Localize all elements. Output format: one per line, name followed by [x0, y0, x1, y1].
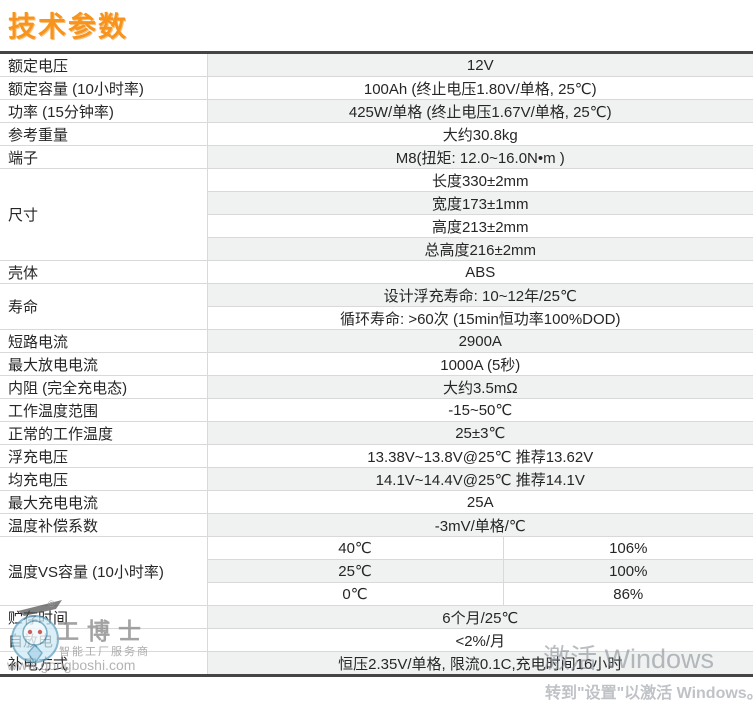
value-power-15min: 425W/单格 (终止电压1.67V/单格, 25℃) [206, 99, 753, 123]
table-row: 高度213±2mm [0, 214, 753, 238]
label-case-material: 壳体 [0, 260, 207, 284]
table-row: 均充电压 14.1V~14.4V@25℃ 推荐14.1V [0, 467, 753, 491]
table-row: 最大放电电流 1000A (5秒) [0, 352, 753, 376]
value-dimension-height: 高度213±2mm [206, 214, 753, 238]
label-temp-compensation: 温度补偿系数 [0, 513, 207, 537]
table-row: 自放电 <2%/月 [0, 628, 753, 652]
value-capacity-at-25c: 100% [502, 559, 753, 583]
value-terminal: M8(扭矩: 12.0~16.0N•m ) [206, 145, 753, 169]
label-terminal: 端子 [0, 145, 207, 169]
table-row: 参考重量 大约30.8kg [0, 122, 753, 146]
value-temp-0c: 0℃ [206, 582, 503, 606]
table-row: 额定电压 12V [0, 52, 753, 77]
table-row: 端子 M8(扭矩: 12.0~16.0N•m ) [0, 145, 753, 169]
label-short-circuit-current: 短路电流 [0, 329, 207, 353]
label-rated-voltage: 额定电压 [0, 52, 207, 77]
value-design-float-life: 设计浮充寿命: 10~12年/25℃ [206, 283, 753, 307]
value-operating-temp-range: -15~50℃ [206, 398, 753, 422]
table-row: 总高度216±2mm [0, 237, 753, 261]
value-internal-resistance: 大约3.5mΩ [206, 375, 753, 399]
table-row: 壳体 ABS [0, 260, 753, 284]
value-max-discharge-current: 1000A (5秒) [206, 352, 753, 376]
value-short-circuit-current: 2900A [206, 329, 753, 353]
spec-table: 额定电压 12V 额定容量 (10小时率) 100Ah (终止电压1.80V/单… [0, 51, 753, 677]
value-capacity-at-0c: 86% [502, 582, 753, 606]
table-row: 宽度173±1mm [0, 191, 753, 215]
table-row: 短路电流 2900A [0, 329, 753, 353]
table-row: 0℃ 86% [0, 582, 753, 606]
value-temp-40c: 40℃ [206, 536, 503, 560]
table-row: 最大充电电流 25A [0, 490, 753, 514]
label-reference-weight: 参考重量 [0, 122, 207, 146]
value-rated-capacity: 100Ah (终止电压1.80V/单格, 25℃) [206, 76, 753, 100]
label-power-15min: 功率 (15分钟率) [0, 99, 207, 123]
value-float-charge-voltage: 13.38V~13.8V@25℃ 推荐13.62V [206, 444, 753, 468]
table-row: 正常的工作温度 25±3℃ [0, 421, 753, 445]
label-temp-vs-capacity: 温度VS容量 (10小时率) [0, 536, 207, 606]
value-dimension-width: 宽度173±1mm [206, 191, 753, 215]
label-internal-resistance: 内阻 (完全充电态) [0, 375, 207, 399]
page-title: 技术参数 [8, 11, 129, 42]
value-storage-time: 6个月/25℃ [206, 605, 753, 629]
table-row: 贮存时间 6个月/25℃ [0, 605, 753, 629]
value-dimension-total-height: 总高度216±2mm [206, 237, 753, 261]
value-cycle-life: 循环寿命: >60次 (15min恒功率100%DOD) [206, 306, 753, 330]
label-rated-capacity: 额定容量 (10小时率) [0, 76, 207, 100]
value-equalize-charge-voltage: 14.1V~14.4V@25℃ 推荐14.1V [206, 467, 753, 491]
value-self-discharge: <2%/月 [206, 628, 753, 652]
value-temp-25c: 25℃ [206, 559, 503, 583]
label-float-charge-voltage: 浮充电压 [0, 444, 207, 468]
value-case-material: ABS [206, 260, 753, 284]
table-row: 25℃ 100% [0, 559, 753, 583]
value-temp-compensation: -3mV/单格/℃ [206, 513, 753, 537]
windows-activation-subtext: 转到"设置"以激活 Windows。 [545, 685, 753, 702]
value-reference-weight: 大约30.8kg [206, 122, 753, 146]
label-lifespan: 寿命 [0, 283, 207, 330]
table-row: 温度VS容量 (10小时率) 40℃ 106% [0, 536, 753, 606]
table-row: 内阻 (完全充电态) 大约3.5mΩ [0, 375, 753, 399]
value-normal-operating-temp: 25±3℃ [206, 421, 753, 445]
label-max-discharge-current: 最大放电电流 [0, 352, 207, 376]
value-max-charge-current: 25A [206, 490, 753, 514]
table-row: 补电方式 恒压2.35V/单格, 限流0.1C,充电时间16小时 [0, 651, 753, 676]
label-max-charge-current: 最大充电电流 [0, 490, 207, 514]
value-rated-voltage: 12V [206, 52, 753, 77]
table-row: 额定容量 (10小时率) 100Ah (终止电压1.80V/单格, 25℃) [0, 76, 753, 100]
label-storage-time: 贮存时间 [0, 605, 207, 629]
table-row: 功率 (15分钟率) 425W/单格 (终止电压1.67V/单格, 25℃) [0, 99, 753, 123]
table-row: 寿命 设计浮充寿命: 10~12年/25℃ [0, 283, 753, 330]
label-normal-operating-temp: 正常的工作温度 [0, 421, 207, 445]
value-capacity-at-40c: 106% [502, 536, 753, 560]
value-dimension-length: 长度330±2mm [206, 168, 753, 192]
table-row: 温度补偿系数 -3mV/单格/℃ [0, 513, 753, 537]
table-row: 循环寿命: >60次 (15min恒功率100%DOD) [0, 306, 753, 330]
label-dimensions: 尺寸 [0, 168, 207, 261]
table-row: 浮充电压 13.38V~13.8V@25℃ 推荐13.62V [0, 444, 753, 468]
label-operating-temp-range: 工作温度范围 [0, 398, 207, 422]
value-supplementary-charge: 恒压2.35V/单格, 限流0.1C,充电时间16小时 [206, 651, 753, 676]
table-row: 工作温度范围 -15~50℃ [0, 398, 753, 422]
label-equalize-charge-voltage: 均充电压 [0, 467, 207, 491]
table-row: 尺寸 长度330±2mm [0, 168, 753, 261]
label-supplementary-charge: 补电方式 [0, 651, 207, 676]
label-self-discharge: 自放电 [0, 628, 207, 652]
